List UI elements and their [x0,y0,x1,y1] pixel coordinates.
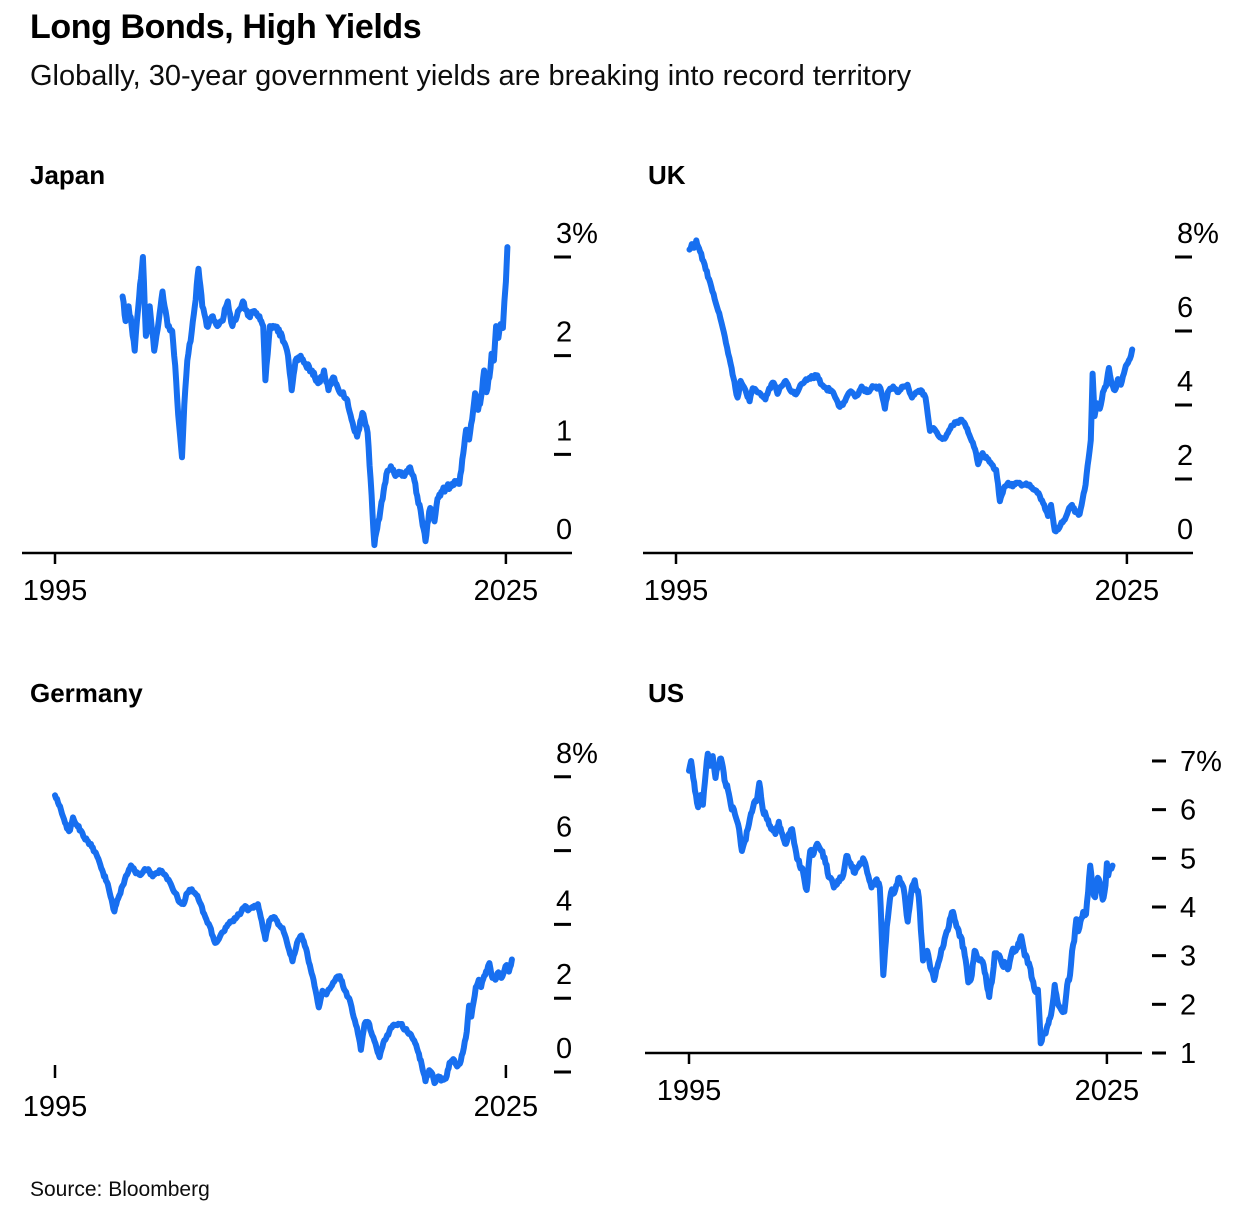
us-y-tick-label-1: 1 [1180,1038,1196,1070]
panel-title-germany: Germany [30,678,143,708]
panel-title-us: US [648,678,685,708]
japan-y-tick-label-1: 1 [556,415,572,447]
chart-panel-uk: 1995 2025 8% 6 4 2 0 [643,218,1219,607]
germany-x-tick-label-2025: 2025 [474,1091,539,1123]
us-x-tick-label-1995: 1995 [657,1075,722,1107]
uk-y-tick-label-6: 6 [1177,292,1193,324]
germany-yield-line-series [52,792,515,1087]
panel-title-japan: Japan [30,160,106,190]
germany-y-tick-label-8: 8% [556,738,598,770]
uk-y-tick-label-2: 2 [1177,440,1193,472]
japan-y-tick-label-3: 3% [556,218,598,250]
figure-subtitle: Globally, 30-year government yields are … [30,60,912,92]
germany-x-tick-label-1995: 1995 [23,1091,88,1123]
uk-y-tick-label-0: 0 [1177,514,1193,546]
japan-yield-line-series [119,244,511,549]
uk-y-tick-label-4: 4 [1177,366,1193,398]
japan-y-tick-label-0: 0 [556,514,572,546]
germany-y-tick-label-0: 0 [556,1033,572,1065]
us-y-tick-label-3: 3 [1180,941,1196,973]
us-y-tick-label-5: 5 [1180,843,1196,875]
panel-title-uk: UK [648,160,686,190]
figure-title: Long Bonds, High Yields [30,8,422,46]
chart-panel-germany: 1995 2025 8% 6 4 2 0 [23,738,598,1123]
germany-y-tick-label-6: 6 [556,812,572,844]
us-yield-line-series [686,750,1116,1047]
us-y-tick-label-7: 7% [1180,746,1222,778]
japan-x-tick-label-1995: 1995 [23,575,88,607]
chart-panel-us: 1995 2025 7% 6 5 4 3 2 1 [645,746,1222,1107]
uk-x-tick-label-1995: 1995 [644,575,709,607]
us-x-tick-label-2025: 2025 [1075,1075,1140,1107]
uk-x-tick-label-2025: 2025 [1095,575,1160,607]
uk-y-tick-label-8: 8% [1177,218,1219,250]
germany-y-tick-label-4: 4 [556,885,572,917]
japan-x-tick-label-2025: 2025 [474,575,539,607]
source-attribution: Source: Bloomberg [30,1178,210,1201]
chart-panel-japan: 1995 2025 3% 2 1 0 [22,218,598,607]
us-y-tick-label-4: 4 [1180,892,1196,924]
us-y-tick-label-6: 6 [1180,795,1196,827]
germany-y-tick-label-2: 2 [556,959,572,991]
japan-y-tick-label-2: 2 [556,317,572,349]
uk-yield-line-series [686,237,1136,535]
us-y-tick-label-2: 2 [1180,989,1196,1021]
